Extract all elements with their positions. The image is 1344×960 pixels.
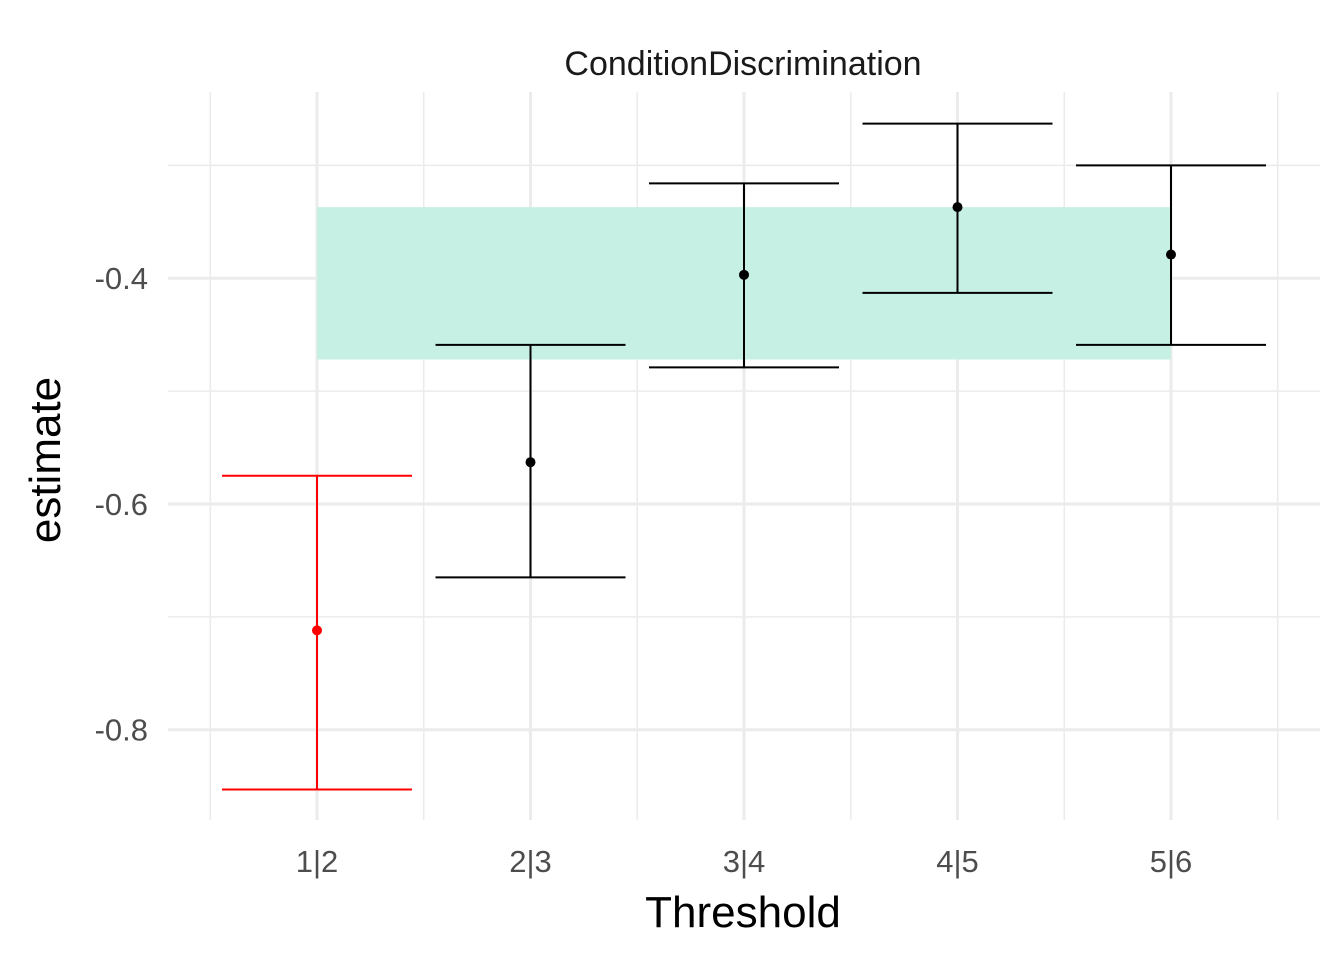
estimate-point	[1166, 249, 1176, 260]
y-tick-label: -0.8	[95, 713, 148, 748]
x-tick-label: 1|2	[296, 844, 339, 879]
x-tick-label: 5|6	[1150, 844, 1193, 879]
error-bars	[222, 122, 1266, 791]
y-tick-label: -0.6	[95, 487, 148, 522]
error-bar-5	[1076, 164, 1266, 346]
y-tick-labels: -0.8 -0.6 -0.4	[95, 261, 148, 747]
estimate-point	[312, 625, 322, 636]
error-bar-4	[862, 122, 1053, 294]
x-axis-title: Threshold	[645, 888, 841, 937]
estimate-point	[739, 269, 749, 280]
error-bar-3	[649, 182, 839, 369]
estimate-point	[525, 457, 536, 468]
chart-title: ConditionDiscrimination	[564, 45, 921, 83]
estimate-point	[952, 202, 963, 213]
error-bar-2	[435, 343, 626, 579]
x-tick-label: 3|4	[723, 844, 766, 879]
x-tick-labels: 1|2 2|3 3|4 4|5 5|6	[296, 844, 1193, 879]
error-bar-1	[222, 474, 412, 791]
x-tick-label: 2|3	[509, 844, 552, 879]
x-tick-label: 4|5	[936, 844, 979, 879]
y-tick-label: -0.4	[95, 261, 148, 296]
y-axis-title: estimate	[21, 377, 70, 543]
